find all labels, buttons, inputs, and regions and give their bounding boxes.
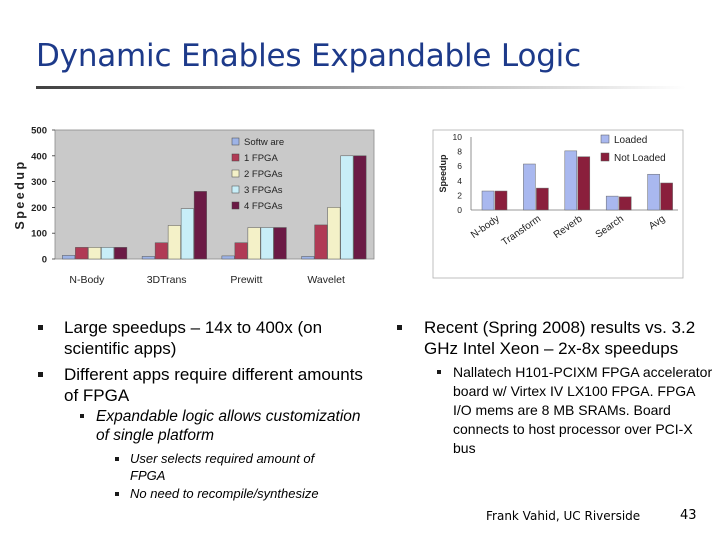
bar-4-fpgas-prewitt [273,227,287,260]
bar-1-fpga-3dtrans [154,242,168,260]
bar-3-fpgas-3dtrans [180,208,194,260]
footer-author: Frank Vahid, UC Riverside [486,509,641,523]
legend-label: 3 FPGAs [244,185,283,196]
bullet-marker [115,492,119,496]
bar-not-loaded-reverb [577,156,591,211]
bar-3-fpgas-prewitt [260,227,274,260]
x-tick-label: N-Body [69,274,105,286]
y-tick-label: 200 [31,203,47,214]
bar-1-fpga-prewitt [234,242,248,260]
legend-swatch [231,169,240,178]
left-subsub-item-1: User selects required amount of FPGA [130,451,315,483]
bullet-marker [115,457,119,461]
legend-swatch [231,185,240,194]
x-tick-label: 3DTrans [147,274,187,286]
bar-loaded-reverb [564,150,578,211]
right-bullet-1: Recent (Spring 2008) results vs. 3.2 GHz… [424,318,696,358]
bar-2-fpgas-3dtrans [167,225,181,260]
legend-swatch [231,137,240,146]
bar-4-fpgas-wavelet [353,155,367,260]
left-bullet-2: Different apps require different amounts… [64,365,363,405]
bar-2-fpgas-prewitt [247,227,261,260]
bullet-marker [38,372,43,377]
legend-swatch [600,134,610,144]
bar-not-loaded-avg [660,182,673,211]
bar-not-loaded-n-body [494,190,508,211]
page-number: 43 [680,508,697,523]
legend-swatch [600,152,610,162]
bullet-marker [437,370,441,374]
y-axis-label: Speedup [13,159,27,229]
bar-1-fpga-wavelet [314,224,328,260]
slide-title: Dynamic Enables Expandable Logic [36,38,581,74]
bullet-marker [80,414,84,418]
bar-loaded-avg [647,173,660,211]
bar-loaded-n-body [481,190,495,211]
y-axis-label: Speedup [438,154,448,193]
left-subbullet: Expandable logic allows customization of… [96,408,361,444]
bar-4-fpgas-n-body [114,247,128,260]
legend-label: Loaded [614,135,647,146]
y-tick-label: 2 [457,190,462,200]
y-tick-label: 0 [42,255,47,266]
legend-label: Softw are [244,137,284,148]
legend-label: 1 FPGA [244,153,278,164]
y-tick-label: 400 [31,151,47,162]
bar-softw-are-prewitt [221,255,235,260]
y-tick-label: 10 [453,132,463,142]
bullet-marker [38,325,43,330]
bar-4-fpgas-3dtrans [193,191,207,260]
legend-swatch [231,153,240,162]
bar-softw-are-n-body [62,255,76,260]
bar-3-fpgas-n-body [101,247,115,260]
bar-not-loaded-transform [536,187,549,211]
y-tick-label: 500 [31,126,47,137]
y-tick-label: 300 [31,177,47,188]
bar-2-fpgas-n-body [88,247,102,260]
speedup-chart-fpga-count: 0 100 200 300 400 500 Speedup N-Body 3DTrans Prew… [10,120,382,292]
bar-softw-are-wavelet [301,256,315,260]
y-tick-label: 0 [457,205,462,215]
y-tick-label: 6 [457,161,462,171]
bar-1-fpga-n-body [75,247,89,260]
legend-label: Not Loaded [614,153,666,164]
bar-not-loaded-search [618,196,632,211]
title-rule [36,86,686,89]
legend-label: 4 FPGAs [244,201,283,212]
y-tick-label: 4 [457,176,462,186]
bullet-marker [397,325,402,330]
y-tick-label: 100 [31,229,47,240]
left-subsub-item-2: No need to recompile/synthesize [130,486,319,501]
bar-loaded-search [605,195,619,211]
y-tick-label: 8 [457,147,462,157]
left-bullet-1: Large speedups – 14x to 400x (on scienti… [64,318,323,358]
bar-3-fpgas-wavelet [340,155,354,260]
bar-loaded-transform [523,163,536,211]
bar-softw-are-3dtrans [141,256,155,260]
legend-label: 2 FPGAs [244,169,283,180]
right-subbullet: Nallatech H101-PCIXM FPGA accelerator bo… [453,364,713,456]
chart-frame [432,129,684,279]
bar-2-fpgas-wavelet [327,207,341,260]
legend-swatch [231,201,240,210]
x-tick-label: Prewitt [230,274,262,286]
x-tick-label: Wavelet [307,274,345,286]
